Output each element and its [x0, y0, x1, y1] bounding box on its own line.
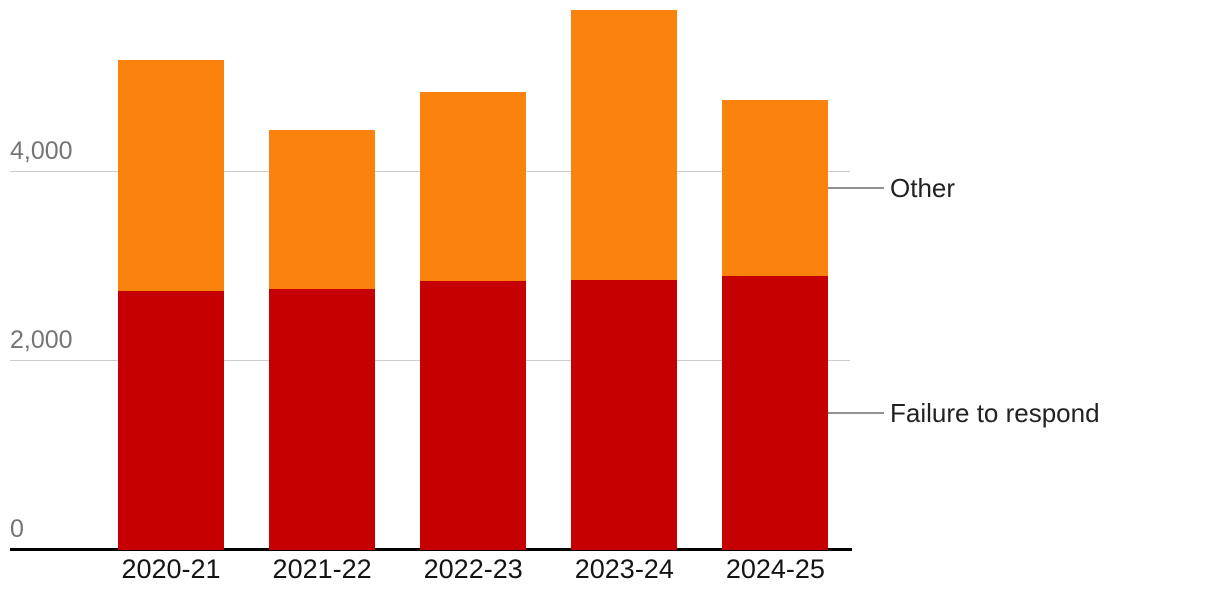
bar-segment-other-2022-23 [420, 92, 527, 282]
bar-segment-failure-to-respond-2021-22 [269, 288, 376, 550]
bar-segment-other-2021-22 [269, 129, 376, 289]
bar-segment-failure-to-respond-2020-21 [118, 290, 224, 550]
bar-segment-failure-to-respond-2024-25 [722, 275, 829, 550]
y-axis-tick-label: 0 [10, 515, 24, 543]
x-axis-category-label: 2023-24 [574, 554, 674, 584]
x-axis-category-label: 2022-23 [423, 554, 523, 584]
annotation-connector-line [828, 411, 884, 414]
x-axis-category-label: 2021-22 [272, 554, 372, 584]
bar-segment-other-2024-25 [722, 99, 829, 276]
bar-segment-other-2020-21 [118, 59, 224, 291]
y-axis-tick-label: 4,000 [10, 136, 73, 165]
annotation-label-failure-to-respond: Failure to respond [890, 397, 1100, 428]
annotation-label-other: Other [890, 172, 956, 203]
x-axis-category-label: 2020-21 [121, 554, 221, 584]
bar-segment-other-2023-24 [571, 9, 678, 281]
y-axis-tick-label: 2,000 [10, 325, 73, 354]
x-axis-category-label: 2024-25 [725, 554, 825, 584]
bar-segment-failure-to-respond-2022-23 [420, 281, 527, 550]
annotation-connector-line [828, 186, 884, 189]
bar-segment-failure-to-respond-2023-24 [571, 280, 678, 550]
